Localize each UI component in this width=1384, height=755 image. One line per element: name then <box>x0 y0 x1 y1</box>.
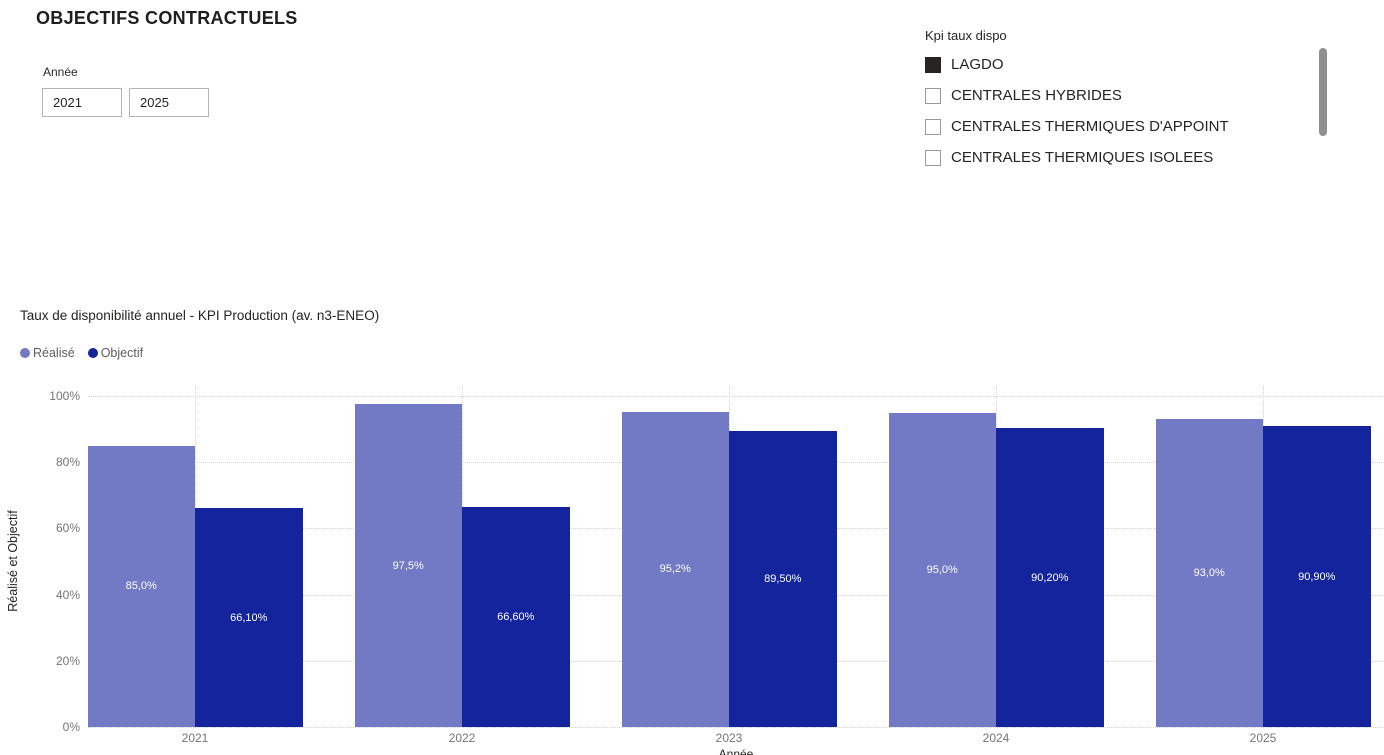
x-axis-tick-label: 2024 <box>982 731 1010 745</box>
page-title: OBJECTIFS CONTRACTUELS <box>36 8 298 28</box>
bar-objectif-2025[interactable] <box>1263 426 1371 727</box>
x-axis-title: Année <box>718 747 754 755</box>
kpi-filter-items: LAGDO CENTRALES HYBRIDES CENTRALES THERMIQ… <box>925 49 1325 173</box>
kpi-filter-item-centrales-thermiques-isolees[interactable]: CENTRALES THERMIQUES ISOLEES <box>925 142 1325 173</box>
bar-r-alis--2024[interactable] <box>888 412 996 727</box>
chart-title: Taux de disponibilité annuel - KPI Produ… <box>20 308 380 323</box>
bar-objectif-2023[interactable] <box>729 430 837 727</box>
checkbox-unchecked-icon[interactable] <box>925 87 941 104</box>
kpi-filter-item-label: CENTRALES HYBRIDES <box>951 87 1122 104</box>
year-slicer-label: Année <box>43 65 78 79</box>
checkbox-unchecked-icon[interactable] <box>925 149 941 166</box>
legend-label: Objectif <box>100 346 144 360</box>
checkbox-unchecked-icon[interactable] <box>925 118 941 135</box>
x-axis-tick-label: 2021 <box>181 731 209 745</box>
y-axis-tick-label: 60% <box>55 521 80 536</box>
kpi-filter-item-centrales-thermiques-d-appoint[interactable]: CENTRALES THERMIQUES D'APPOINT <box>925 111 1325 142</box>
kpi-filter-item-label: LAGDO <box>951 56 1004 73</box>
gridline-horizontal <box>88 396 1384 397</box>
gridline-horizontal <box>88 727 1384 728</box>
legend-dot-icon <box>87 348 98 358</box>
kpi-filter-item-label: CENTRALES THERMIQUES ISOLEES <box>951 149 1214 166</box>
bar-r-alis--2021[interactable] <box>87 445 195 727</box>
bar-objectif-2024[interactable] <box>996 428 1104 727</box>
checkbox-checked-icon[interactable] <box>925 56 941 73</box>
y-axis-title: Réalisé et Objectif <box>6 510 20 612</box>
kpi-filter-list: Kpi taux dispo LAGDO CENTRALES HYBRIDES CE… <box>925 28 1325 173</box>
kpi-filter-item-label: CENTRALES THERMIQUES D'APPOINT <box>951 118 1229 135</box>
scrollbar-thumb[interactable] <box>1319 48 1327 136</box>
legend-item-objectif[interactable]: Objectif <box>87 346 144 360</box>
bar-r-alis--2022[interactable] <box>354 404 462 727</box>
y-axis-tick-label: 100% <box>49 389 80 403</box>
y-axis-tick-label: 20% <box>55 653 80 668</box>
bar-objectif-2021[interactable] <box>195 508 303 727</box>
y-axis-tick-label: 0% <box>62 720 80 734</box>
y-axis-tick-label: 80% <box>55 455 80 470</box>
y-axis-tick-label: 40% <box>55 587 80 602</box>
legend-dot-icon <box>20 348 30 358</box>
bar-r-alis--2023[interactable] <box>621 411 729 727</box>
bar-objectif-2022[interactable] <box>462 506 570 727</box>
x-axis-tick-label: 2022 <box>448 731 476 745</box>
chart-legend: Réalisé Objectif <box>20 346 143 360</box>
kpi-filter-item-lagdo[interactable]: LAGDO <box>925 49 1325 80</box>
x-axis-tick-label: 2023 <box>715 731 743 745</box>
legend-label: Réalisé <box>33 346 75 360</box>
kpi-filter-item-centrales-hybrides[interactable]: CENTRALES HYBRIDES <box>925 80 1325 111</box>
legend-item-r-alis-[interactable]: Réalisé <box>20 346 75 360</box>
x-axis-tick-label: 2025 <box>1249 731 1277 745</box>
year-slicer-start-input[interactable] <box>42 88 122 117</box>
bar-r-alis--2025[interactable] <box>1155 419 1263 727</box>
kpi-filter-title: Kpi taux dispo <box>925 28 1007 43</box>
year-slicer-end-input[interactable] <box>129 88 209 117</box>
